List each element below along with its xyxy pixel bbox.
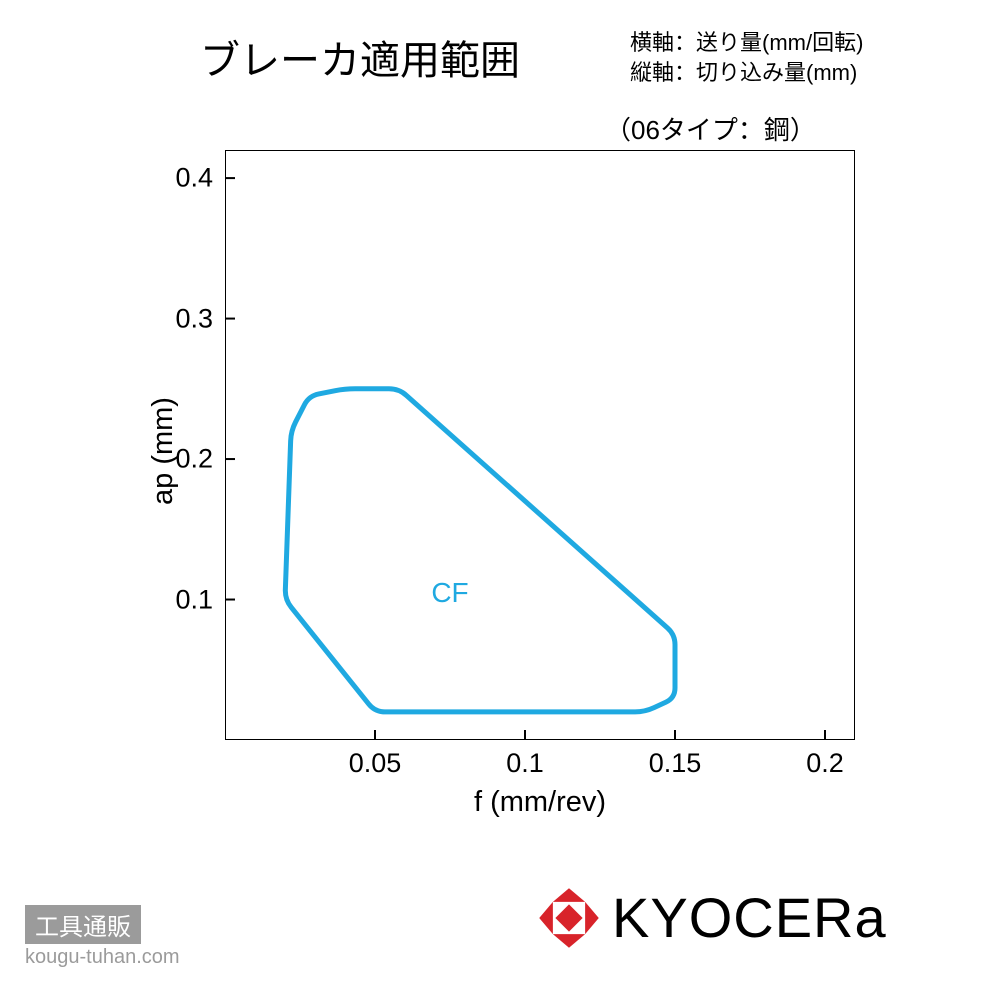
x-tick-label: 0.15 (649, 748, 702, 779)
y-tick-label: 0.4 (175, 163, 213, 194)
axis-desc-line2: 縦軸：切り込み量(mm) (630, 58, 863, 88)
footer-url: kougu-tuhan.com (25, 946, 180, 969)
y-tick-label: 0.1 (175, 584, 213, 615)
chart-area (225, 150, 855, 740)
x-tick-label: 0.2 (806, 748, 844, 779)
chart-title: ブレーカ適用範囲 (200, 28, 520, 86)
axis-desc-line1: 横軸：送り量(mm/回転) (630, 28, 863, 58)
chart-subtitle: （06タイプ：鋼） (605, 110, 816, 147)
chart-svg (225, 150, 855, 740)
x-tick-label: 0.05 (349, 748, 402, 779)
y-tick-label: 0.2 (175, 444, 213, 475)
x-tick-label: 0.1 (506, 748, 544, 779)
axis-description: 横軸：送り量(mm/回転) 縦軸：切り込み量(mm) (630, 28, 863, 87)
x-axis-label: f (mm/rev) (474, 786, 606, 819)
region-label-cf: CF (431, 577, 468, 609)
footer-left: 工具通販 kougu-tuhan.com (25, 905, 180, 969)
kyocera-logo-mark (538, 887, 600, 949)
y-tick-label: 0.3 (175, 303, 213, 334)
kyocera-logo: KYOCERa (538, 885, 887, 950)
footer-badge: 工具通販 (25, 905, 141, 944)
kyocera-logo-text: KYOCERa (612, 885, 887, 950)
